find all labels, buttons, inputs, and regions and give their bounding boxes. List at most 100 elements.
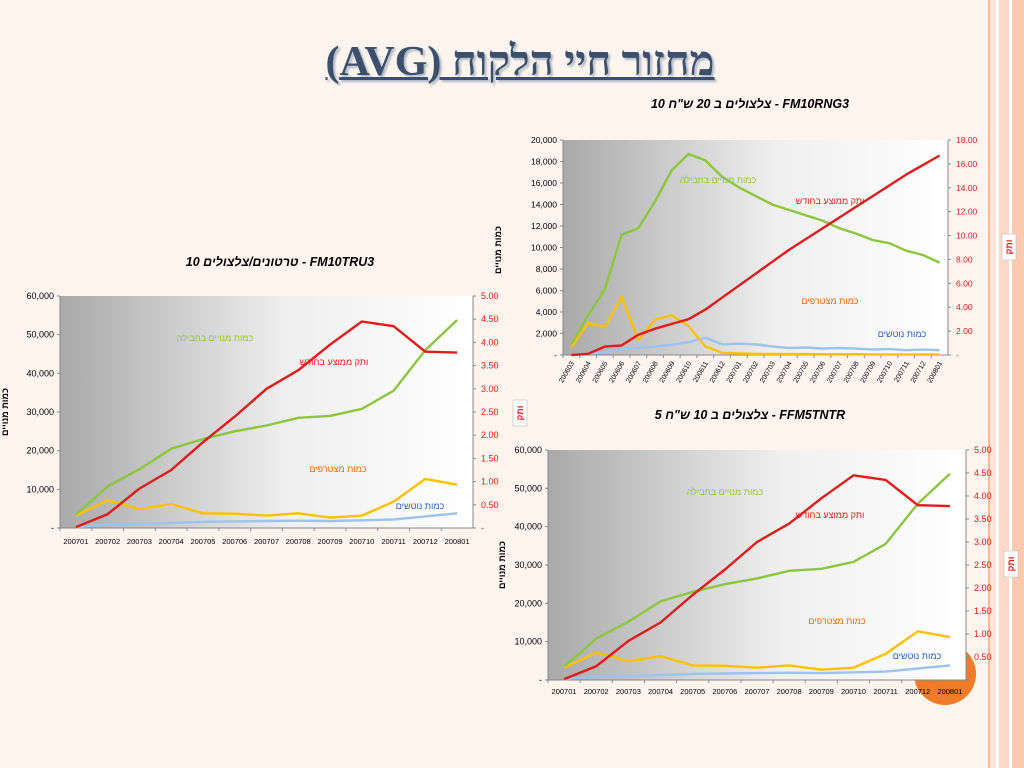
x-tick-label: 200701 — [552, 687, 577, 696]
x-tick-label: 200606 — [609, 360, 627, 384]
y-tick-label-left: 40,000 — [514, 522, 542, 532]
y-tick-label-right: 12.00 — [956, 207, 978, 217]
chart-title-fm10rng3: FM10RNG3 - צלצולים ב 20 ש"ח 10 — [650, 97, 850, 111]
y-tick-label-left: 20,000 — [26, 446, 54, 456]
y-tick-label-right: 4.00 — [956, 302, 973, 312]
y-tick-label-right: - — [956, 350, 959, 360]
y-tick-label-right: 3.00 — [481, 384, 499, 394]
y-axis-title-right-box — [1003, 550, 1019, 578]
y-tick-label-right: 0.50 — [481, 500, 499, 510]
series-label: כמות מנויים בחבילה — [680, 175, 757, 185]
series-label: ותק ממוצע בחודש — [796, 196, 865, 206]
x-tick-label: 200705 — [680, 687, 705, 696]
y-tick-label-right: 1.50 — [481, 453, 499, 463]
y-tick-label-left: 6,000 — [536, 286, 558, 296]
series-line-1 — [563, 630, 951, 671]
x-tick-label: 200708 — [286, 537, 311, 546]
x-tick-label: 200801 — [927, 360, 945, 384]
x-tick-label: 200706 — [712, 687, 737, 696]
x-tick-label: 200711 — [893, 360, 911, 383]
x-tick-label: 200703 — [616, 687, 641, 696]
x-tick-label: 200710 — [349, 537, 374, 546]
y-tick-label-right: 6.00 — [956, 278, 973, 288]
y-tick-label-right: 16.00 — [956, 159, 978, 169]
x-tick-label: 200702 — [742, 360, 760, 384]
x-tick-label: 200705 — [793, 360, 811, 384]
series-line-1 — [570, 295, 940, 356]
y-tick-label-right: 4.50 — [974, 468, 992, 478]
y-tick-label-right: 3.50 — [974, 514, 992, 524]
y-tick-label-left: 18,000 — [531, 157, 557, 167]
y-tick-label-right: 3.00 — [974, 537, 992, 547]
chart-fm10rng3: - 2,000 4,000 6,000 8,000 10,000 12,000 14,000 1… — [493, 135, 1017, 384]
series-line-0 — [570, 152, 941, 345]
x-tick-label: 200704 — [159, 537, 184, 546]
x-tick-label: 200603 — [558, 360, 576, 384]
series-line-3 — [563, 474, 950, 681]
y-tick-label-left: 30,000 — [514, 560, 542, 570]
x-tick-label: 200702 — [584, 687, 609, 696]
series-line-3 — [571, 154, 941, 357]
y-tick-label-right: 1.00 — [481, 477, 499, 487]
x-tick-label: 200608 — [642, 360, 660, 384]
x-tick-label: 200610 — [676, 360, 694, 384]
plot-area — [548, 450, 966, 680]
plot-area — [60, 296, 473, 528]
x-tick-label: 200709 — [318, 537, 343, 546]
x-tick-label: 200801 — [937, 687, 962, 696]
y-tick-label-right: 5.00 — [481, 291, 499, 301]
y-tick-label-left: 14,000 — [531, 200, 557, 210]
series-label: ותק ממוצע בחודש — [300, 357, 369, 367]
series-label: כמות מנויים בחבילה — [177, 333, 254, 343]
x-tick-label: 200711 — [381, 537, 405, 546]
y-tick-label-right: - — [481, 523, 484, 533]
x-tick-label: 200702 — [95, 537, 120, 546]
y-tick-label-left: 10,000 — [531, 243, 557, 253]
series-line-1 — [75, 477, 458, 519]
y-tick-label-right: 2.50 — [974, 560, 992, 570]
y-tick-label-left: 60,000 — [514, 445, 542, 455]
y-tick-label-left: 50,000 — [26, 330, 54, 340]
series-line-2 — [564, 664, 951, 681]
y-tick-label-left: 20,000 — [531, 135, 557, 145]
x-tick-label: 200605 — [592, 360, 610, 384]
x-tick-label: 200706 — [809, 360, 827, 384]
y-tick-label-right: 14.00 — [956, 183, 978, 193]
y-axis-title-right: ותק — [1006, 557, 1016, 572]
x-tick-label: 200707 — [254, 537, 279, 546]
x-tick-label: 200712 — [910, 360, 928, 384]
y-axis-title-right: ותק — [1004, 240, 1014, 255]
series-line-2 — [75, 512, 458, 529]
y-axis-title-right-box — [1001, 233, 1017, 261]
y-tick-label-right: 10.00 — [956, 231, 978, 241]
x-tick-label: 200609 — [659, 360, 677, 384]
chart-title-ffm5tntr: FFM5TNTR - צלצולים ב 10 ש"ח 5 — [654, 408, 846, 422]
plot-area — [563, 140, 948, 355]
y-tick-label-left: - — [539, 675, 542, 685]
y-axis-title-right: ותק — [515, 406, 525, 421]
y-tick-label-right: 4.50 — [481, 314, 499, 324]
x-tick-label: 200703 — [127, 537, 152, 546]
x-tick-label: 200707 — [744, 687, 769, 696]
y-tick-label-left: 4,000 — [536, 307, 558, 317]
x-tick-label: 200704 — [776, 360, 794, 384]
series-line-0 — [563, 472, 951, 668]
y-tick-label-left: 20,000 — [514, 598, 542, 608]
y-axis-title-right-box — [512, 399, 528, 427]
y-tick-label-right: 1.50 — [974, 606, 992, 616]
y-axis-title-left: כמות מנויים — [493, 226, 503, 274]
x-tick-label: 200607 — [625, 360, 643, 384]
series-label: כמות נוטשים — [893, 651, 942, 661]
x-tick-label: 200710 — [841, 687, 866, 696]
series-label: כמות נוטשים — [878, 329, 927, 339]
series-line-3 — [75, 320, 458, 529]
y-tick-label-left: 8,000 — [536, 264, 558, 274]
x-tick-label: 200703 — [759, 360, 777, 384]
x-tick-label: 200701 — [726, 360, 744, 384]
x-tick-label: 200707 — [826, 360, 844, 384]
y-tick-label-left: 16,000 — [531, 178, 557, 188]
y-tick-label-right: 8.00 — [956, 254, 973, 264]
y-tick-label-right: 5.00 — [974, 445, 992, 455]
y-tick-label-left: 10,000 — [514, 637, 542, 647]
y-tick-label-left: - — [51, 523, 54, 533]
